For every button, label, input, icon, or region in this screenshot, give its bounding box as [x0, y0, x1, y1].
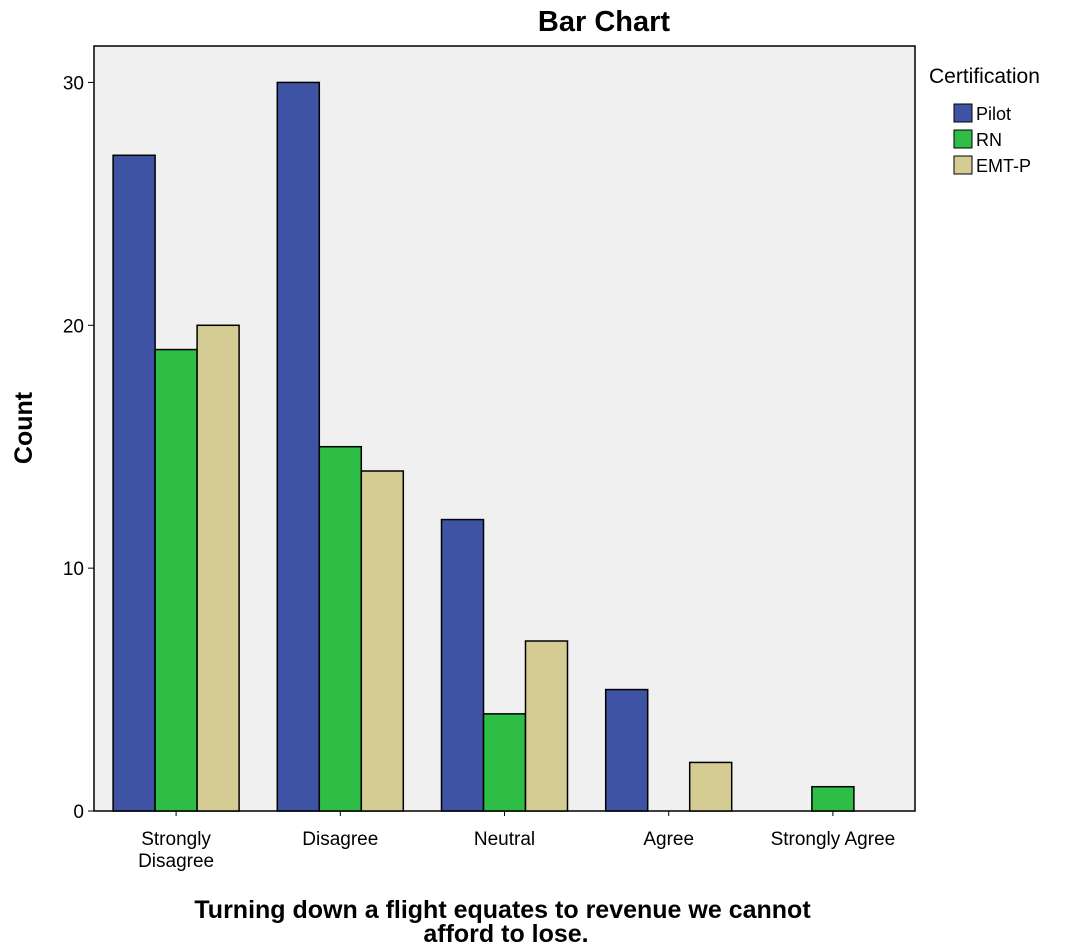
bar-emt-p-3 — [688, 761, 733, 812]
x-tick-label-line: Strongly Agree — [771, 829, 896, 850]
x-tick-label-line: Agree — [643, 829, 694, 850]
legend-swatch-rn — [953, 129, 973, 149]
x-axis-title-line-2: afford to lose. — [423, 920, 588, 948]
bars-group — [112, 81, 855, 812]
legend-label-emt-p: EMT-P — [976, 156, 1031, 176]
x-tick-label-line: Disagree — [302, 829, 378, 850]
y-axis: 0 10 20 30 — [63, 73, 94, 823]
y-tick-label: 30 — [63, 73, 84, 94]
x-tick-label: Agree — [643, 829, 694, 850]
x-axis-title: Turning down a flight equates to revenue… — [194, 896, 817, 948]
bar-pilot-2 — [440, 518, 485, 812]
legend-swatch-pilot — [953, 103, 973, 123]
bar-rn-1 — [318, 445, 363, 812]
y-axis-title: Count — [10, 391, 38, 464]
bar-emt-p-0 — [196, 324, 240, 812]
legend-title: Certification — [929, 65, 1040, 88]
y-tick-label: 0 — [73, 802, 84, 823]
bar-emt-p-1 — [360, 470, 405, 812]
y-tick-label: 10 — [63, 559, 84, 580]
x-tick-label-line: Disagree — [138, 851, 214, 872]
x-tick-label-line: Strongly — [141, 829, 211, 850]
legend-swatch-emt-p — [953, 155, 973, 175]
bar-rn-2 — [482, 713, 527, 812]
legend-label-pilot: Pilot — [976, 104, 1011, 124]
chart-title: Bar Chart — [538, 6, 670, 38]
y-tick-label: 20 — [63, 316, 84, 337]
x-axis-title-line-1: Turning down a flight equates to revenue… — [194, 896, 811, 924]
bar-pilot-3 — [604, 688, 649, 812]
legend-label-rn: RN — [976, 130, 1002, 150]
bar-pilot-0 — [112, 154, 156, 812]
bar-emt-p-2 — [524, 640, 569, 812]
x-tick-label: Strongly Disagree — [138, 829, 214, 872]
bar-rn-4 — [811, 785, 855, 812]
bar-pilot-1 — [276, 81, 321, 812]
bar-rn-0 — [154, 348, 198, 812]
x-tick-label: Neutral — [474, 829, 535, 850]
x-tick-label: Disagree — [302, 829, 378, 850]
legend: Certification Pilot RN EMT-P — [929, 65, 1040, 176]
x-tick-label: Strongly Agree — [771, 829, 896, 850]
x-tick-label-line: Neutral — [474, 829, 535, 850]
